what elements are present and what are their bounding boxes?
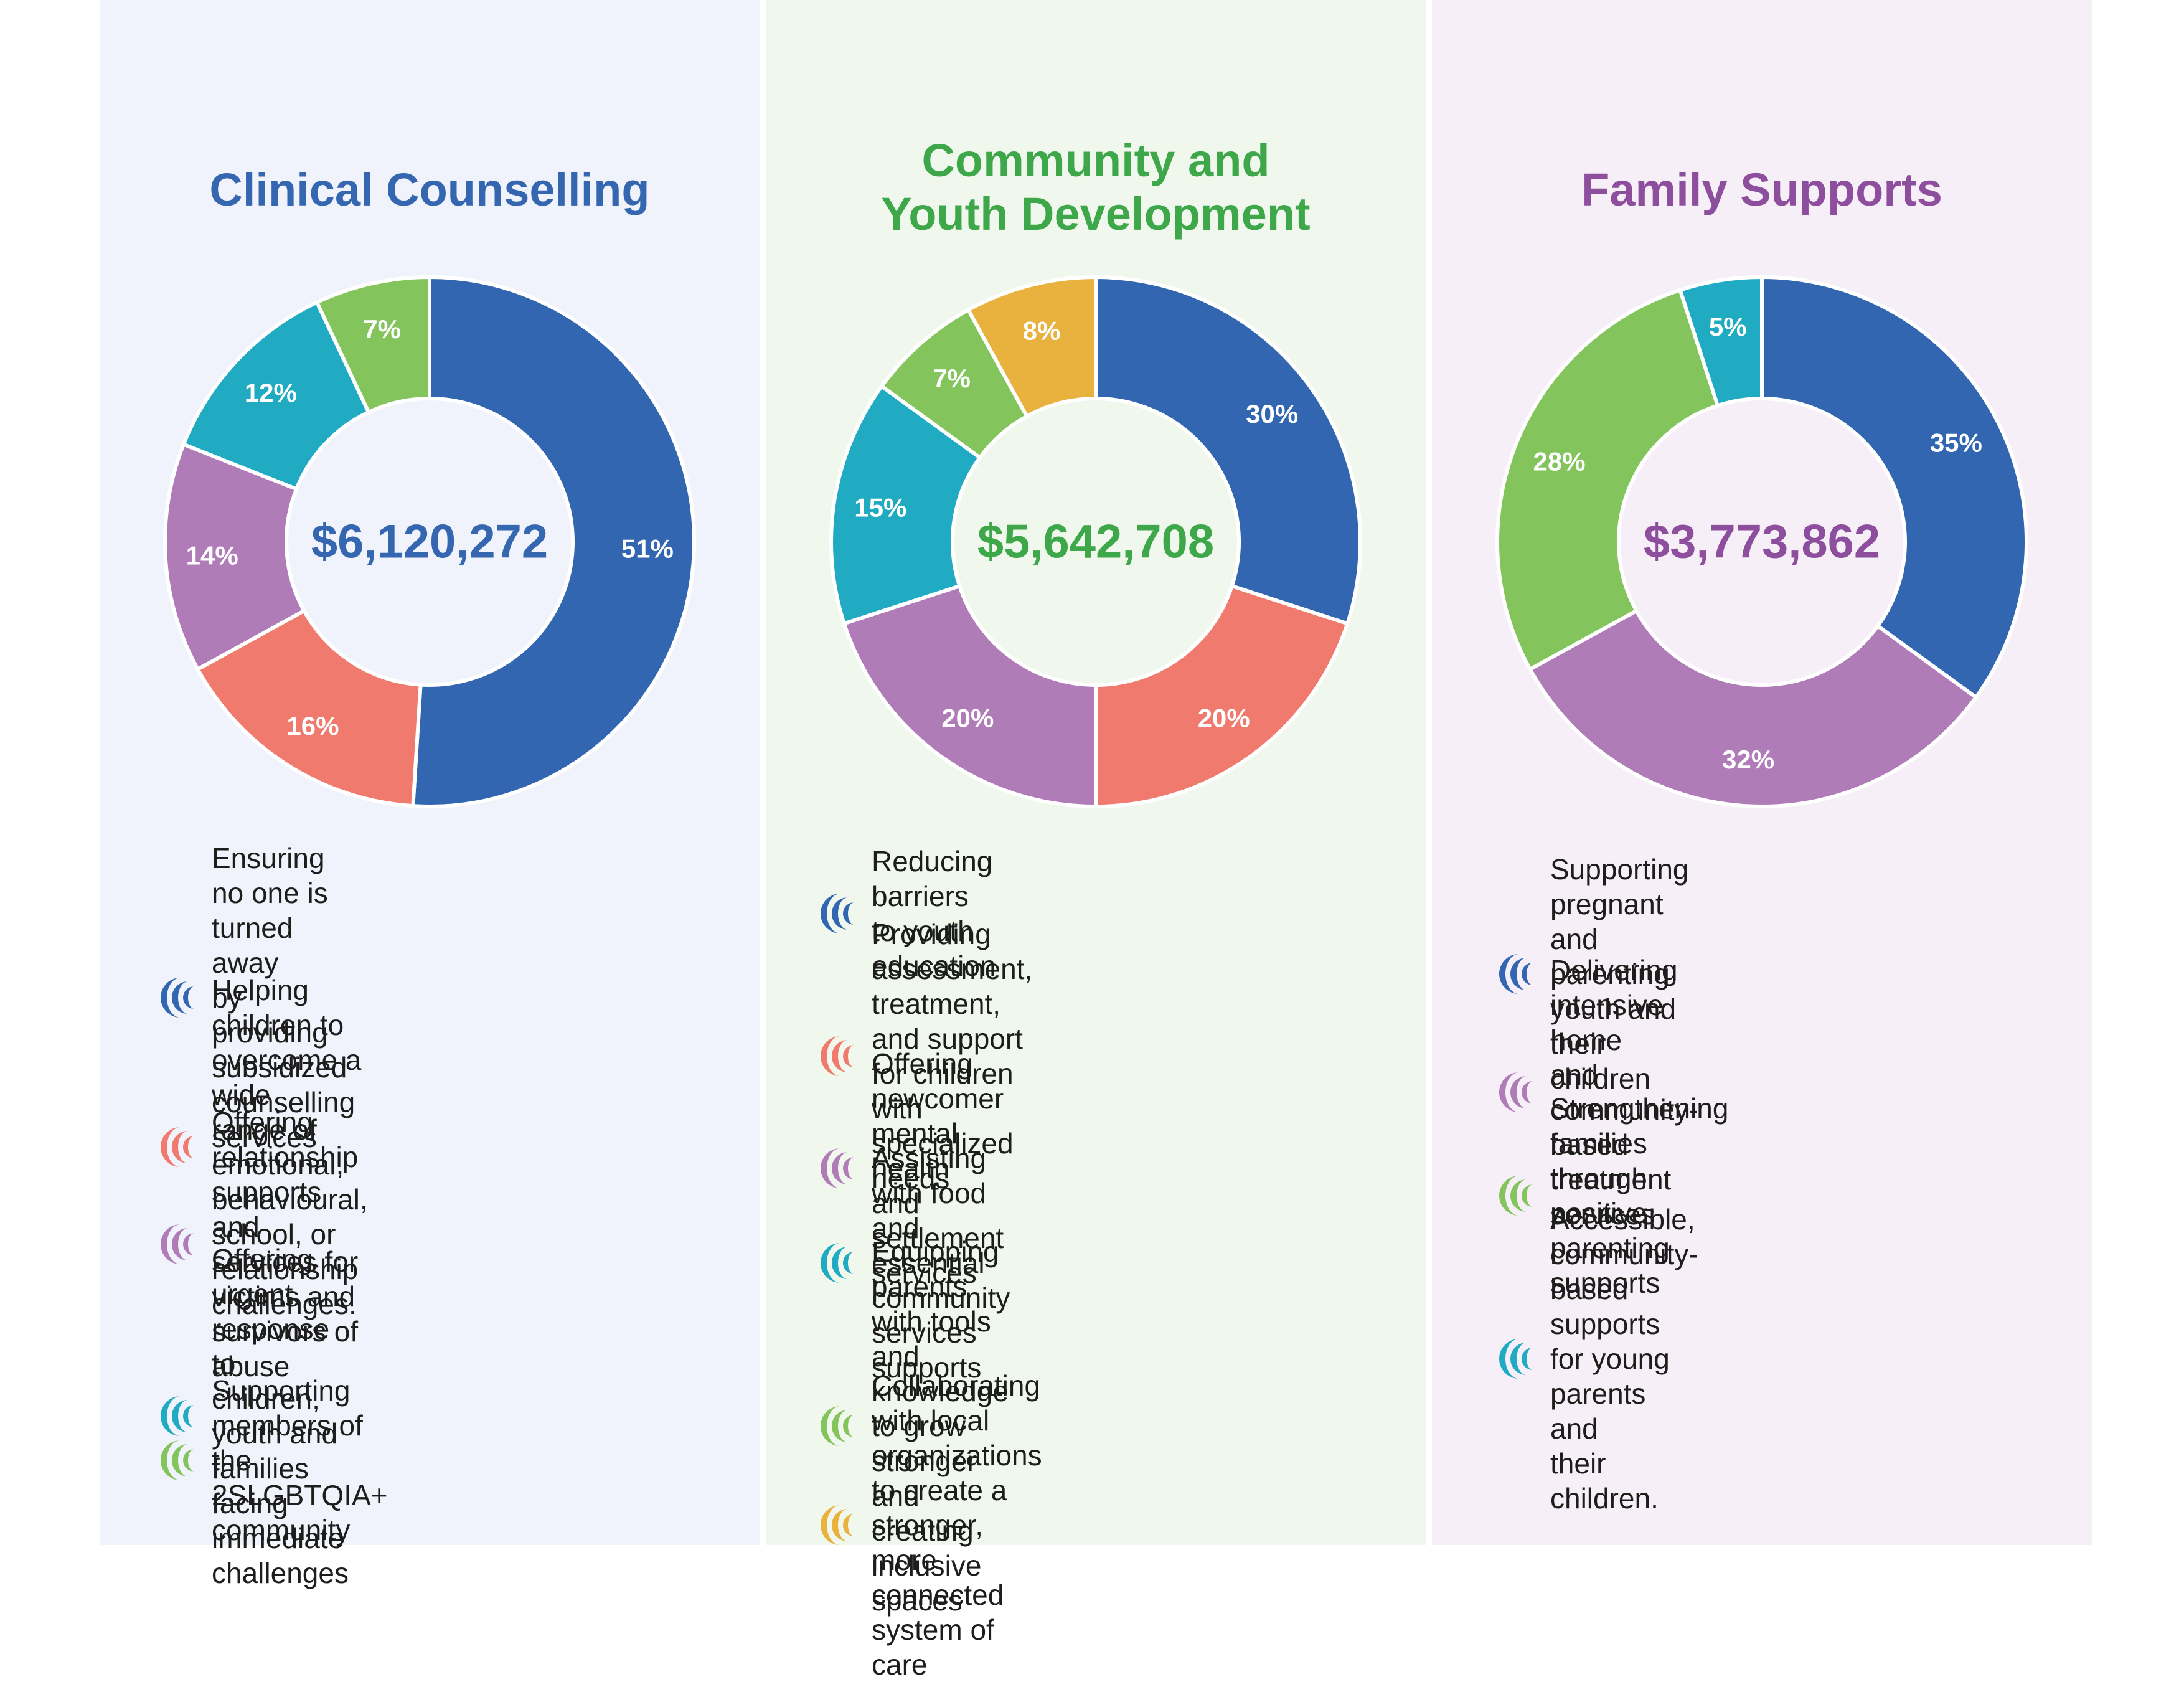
bullet-icon bbox=[821, 1148, 854, 1188]
donut-slice bbox=[181, 300, 372, 492]
panel-family-supports: Family Supports 35% 32% 28% 5% $3,773,862 Su… bbox=[1432, 0, 2092, 1545]
slice-label: 8% bbox=[1023, 316, 1061, 345]
slice-label: 5% bbox=[1709, 312, 1747, 341]
donut-slice bbox=[1495, 288, 1720, 672]
donut-chart: 51% 16% 14% 12% 7% $6,120,272 bbox=[163, 275, 697, 808]
panel-community-youth-development: Community and Youth Development 30% 20% 20… bbox=[766, 0, 1426, 1681]
donut-slice bbox=[829, 383, 983, 626]
legend-item: Providing assessment, treatment, and sup… bbox=[816, 917, 1032, 1196]
slice-label: 15% bbox=[854, 493, 906, 522]
legend-text: Supporting pregnant and parenting youth … bbox=[1550, 853, 1689, 1095]
donut-slice bbox=[966, 275, 1098, 419]
donut-slice bbox=[1094, 275, 1362, 626]
legend-item: Strengthening families through positive … bbox=[1494, 1091, 1728, 1300]
legend-text: Collaborating with local organizations t… bbox=[872, 1369, 1042, 1681]
legend-text: Ensuring no one is turned away by provid… bbox=[212, 842, 355, 1153]
bullet-icon bbox=[161, 1440, 194, 1480]
bullet-icon bbox=[1499, 954, 1533, 994]
legend-text: Providing assessment, treatment, and sup… bbox=[872, 918, 1033, 1194]
legend-text: Delivering intensive home and community-… bbox=[1550, 954, 1698, 1231]
legend-text: Accessible, community-based supports for… bbox=[1550, 1203, 1698, 1514]
slice-label: 14% bbox=[186, 541, 238, 570]
donut-chart: 35% 32% 28% 5% $3,773,862 bbox=[1495, 275, 2028, 808]
donut-chart: 30% 20% 20% 15% 7% 8% $5,642,708 bbox=[829, 275, 1362, 809]
legend-text: Offering newcomer mental health and sett… bbox=[872, 1047, 1004, 1289]
slice-label: 28% bbox=[1533, 447, 1586, 476]
legend-item: Ensuring no one is turned away by provid… bbox=[156, 841, 355, 1155]
slice-label: 12% bbox=[245, 378, 297, 407]
slice-label: 32% bbox=[1722, 745, 1774, 774]
bullet-icon bbox=[1499, 1176, 1533, 1216]
bullet-icon bbox=[821, 1406, 854, 1446]
total-amount: $5,642,708 bbox=[977, 516, 1214, 569]
bullet-icon bbox=[1499, 1072, 1533, 1112]
bullet-icon bbox=[161, 1224, 194, 1264]
bullet-icon bbox=[821, 1036, 854, 1076]
donut-slice bbox=[411, 275, 697, 808]
legend-item: Offering newcomer mental health and sett… bbox=[816, 1046, 1004, 1290]
slice-label: 7% bbox=[933, 364, 971, 393]
panel-clinical-counselling: Clinical Counselling 51% 16% 14% 12% 7% $6,12… bbox=[100, 0, 760, 1589]
bullet-icon bbox=[821, 894, 854, 933]
legend-item: Delivering intensive home and community-… bbox=[1494, 953, 1698, 1232]
legend-text: Reducing barriers to youth education bbox=[872, 845, 996, 982]
bullet-icon bbox=[161, 1396, 194, 1436]
donut-slice bbox=[314, 275, 431, 415]
donut-slice bbox=[842, 584, 1098, 809]
panel-title: Clinical Counselling bbox=[209, 164, 650, 215]
panel-title: Community and Youth Development bbox=[881, 135, 1311, 240]
bullet-icon bbox=[161, 978, 194, 1018]
bullet-icon bbox=[1499, 1339, 1533, 1379]
donut-slice bbox=[163, 442, 307, 672]
donut-slice bbox=[1527, 608, 1979, 808]
legend-item: Offering relationship supports and servi… bbox=[156, 1105, 358, 1384]
donut-slice bbox=[1677, 275, 1764, 409]
legend-item: Accessible, community-based supports for… bbox=[1494, 1202, 1698, 1516]
legend-text: Offering relationship supports and servi… bbox=[212, 1106, 359, 1382]
slice-label: 51% bbox=[621, 534, 674, 563]
legend-item: Supporting pregnant and parenting youth … bbox=[1494, 852, 1689, 1096]
donut-slice bbox=[1760, 275, 2028, 701]
slice-label: 20% bbox=[941, 704, 994, 733]
total-amount: $6,120,272 bbox=[311, 516, 548, 569]
slice-label: 20% bbox=[1198, 704, 1250, 733]
donut-slice bbox=[195, 608, 423, 808]
slice-label: 16% bbox=[286, 711, 339, 740]
bullet-icon bbox=[821, 1505, 854, 1545]
legend-item: Supporting members of the 2SLGBTQIA+ com… bbox=[156, 1373, 388, 1547]
legend-text: Supporting members of the 2SLGBTQIA+ com… bbox=[212, 1374, 388, 1546]
bullet-icon bbox=[161, 1127, 194, 1167]
legend-item: Reducing barriers to youth education bbox=[816, 844, 996, 983]
total-amount: $3,773,862 bbox=[1644, 516, 1880, 569]
legend-item: Helping children to overcome a wide rang… bbox=[156, 973, 368, 1321]
slice-label: 30% bbox=[1246, 399, 1298, 428]
panel-title: Family Supports bbox=[1581, 164, 1942, 215]
donut-slice bbox=[1094, 584, 1350, 809]
legend-item: Collaborating with local organizations t… bbox=[816, 1368, 1042, 1682]
legend-text: Strengthening families through positive … bbox=[1550, 1092, 1729, 1299]
slice-label: 35% bbox=[1930, 428, 1982, 458]
legend-text: Assisting with food and essential commun… bbox=[872, 1142, 1010, 1384]
slice-label: 7% bbox=[363, 314, 401, 344]
legend-text: Helping children to overcome a wide rang… bbox=[212, 974, 368, 1320]
bullet-icon bbox=[821, 1243, 854, 1283]
legend-item: Assisting with food and essential commun… bbox=[816, 1141, 1010, 1385]
